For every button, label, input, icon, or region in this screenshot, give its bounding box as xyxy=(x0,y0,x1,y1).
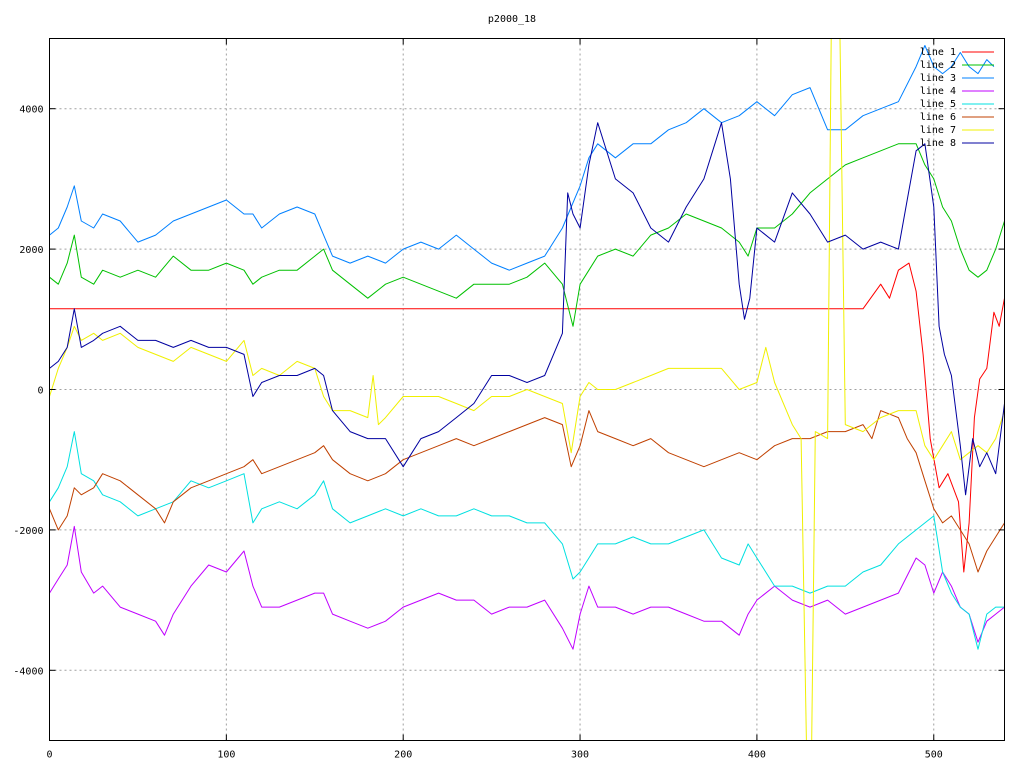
legend-label: line 4 xyxy=(920,86,956,97)
legend-label: line 8 xyxy=(920,138,956,149)
series-line-6 xyxy=(49,410,1005,573)
legend-label: line 2 xyxy=(920,60,956,71)
series-line-2 xyxy=(49,143,1005,327)
series-line-8 xyxy=(49,122,1005,496)
legend-label: line 6 xyxy=(920,112,956,123)
series-group xyxy=(49,38,1005,741)
x-tick-label: 500 xyxy=(925,750,943,761)
y-tick-label: -2000 xyxy=(13,526,43,537)
x-tick-label: 100 xyxy=(217,750,235,761)
x-tick-label: 400 xyxy=(748,750,766,761)
legend-label: line 7 xyxy=(920,125,956,136)
y-tick-label: -4000 xyxy=(13,666,43,677)
x-tick-label: 300 xyxy=(571,750,589,761)
series-line-4 xyxy=(49,525,1005,650)
legend-label: line 1 xyxy=(920,47,956,58)
series-line-3 xyxy=(49,45,995,271)
y-tick-label: 0 xyxy=(37,386,43,397)
legend: line 1 line 2 line 3 line 4 line 5 line 6 line… xyxy=(920,47,994,149)
legend-label: line 3 xyxy=(920,73,956,84)
chart-title: p2000_18 xyxy=(488,14,536,25)
axis-ticks: 0 100 200 300 400 500 -4000 -2000 0 2000 4000 xyxy=(13,38,1005,761)
grid xyxy=(49,38,1005,741)
x-tick-label: 0 xyxy=(46,750,52,761)
y-tick-label: 4000 xyxy=(19,105,43,116)
y-tick-label: 2000 xyxy=(19,245,43,256)
legend-label: line 5 xyxy=(920,99,956,110)
series-line-7 xyxy=(49,38,1005,741)
series-line-5 xyxy=(49,431,1005,650)
x-tick-label: 200 xyxy=(394,750,412,761)
series-line-1 xyxy=(49,262,1005,573)
